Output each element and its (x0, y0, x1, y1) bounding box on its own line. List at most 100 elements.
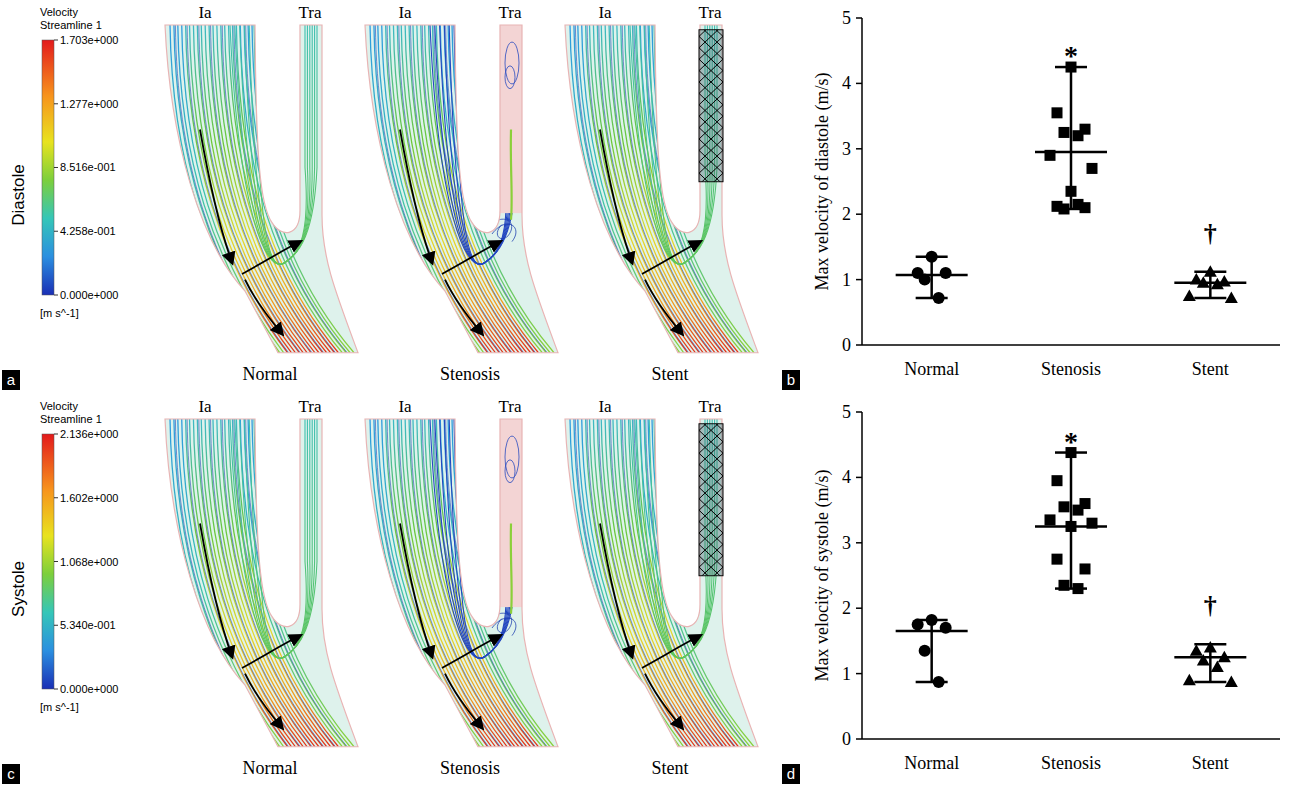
stent-strut (699, 139, 723, 162)
streamline (170, 419, 272, 747)
streamline (432, 419, 534, 747)
x-tick-label: Normal (904, 359, 959, 379)
y-tick-label: 4 (842, 73, 851, 93)
whisker-cap (1194, 681, 1226, 684)
mean-line (1174, 282, 1246, 285)
y-tick-label: 5 (842, 402, 851, 422)
panel-letter-box (782, 764, 800, 784)
vessel-lumen (365, 25, 558, 353)
stent-strut (699, 48, 723, 71)
panel-letter-box (782, 370, 800, 390)
flow-arrow (600, 524, 632, 657)
row-label: Systole (9, 561, 28, 617)
vortex (505, 66, 515, 89)
point (1059, 580, 1070, 591)
streamline (370, 25, 472, 353)
vortex (488, 613, 512, 632)
streamline (652, 25, 754, 353)
streamline (229, 419, 331, 747)
flow-arrow (645, 674, 682, 728)
plot-area (896, 447, 1247, 688)
colorbar-tick-label: 1.602e+000 (60, 492, 118, 504)
point (926, 614, 938, 626)
point (926, 251, 938, 263)
vessel-label: Tra (299, 3, 322, 22)
stent-strut (699, 150, 723, 173)
significance-mark: * (1064, 40, 1078, 71)
y-tick (856, 542, 862, 544)
point (1073, 583, 1084, 594)
flow-arrow (600, 130, 632, 263)
flow-arrow (200, 524, 232, 657)
streamline (248, 419, 350, 747)
stent-body (699, 424, 723, 576)
vessel-label: Ia (398, 3, 412, 22)
streamline (646, 25, 748, 353)
streamline (652, 419, 754, 747)
stent-strut (699, 30, 723, 37)
stent-strut (699, 533, 723, 556)
flow-arrow (242, 636, 300, 668)
vessel-lumen (365, 419, 558, 747)
vessel-label: Ia (198, 397, 212, 416)
flow-arrow (445, 280, 482, 334)
stent-mesh (699, 424, 723, 576)
streamline (432, 25, 534, 353)
whisker (930, 620, 933, 682)
mean-line (896, 630, 968, 633)
vessel-label: Tra (699, 397, 722, 416)
stent-strut (699, 453, 723, 476)
point (940, 622, 952, 634)
stent-strut (699, 442, 723, 465)
stent-strut (699, 424, 723, 442)
streamline (370, 419, 472, 747)
colorbar-subtitle: Streamline 1 (40, 19, 102, 31)
y-tick (856, 673, 862, 675)
streamline (570, 419, 672, 747)
colorbar-tick-label: 1.277e+000 (60, 98, 118, 110)
panel-letter: d (787, 765, 795, 782)
vessel (565, 2, 758, 353)
column-label: Stenosis (440, 758, 500, 778)
y-axis-title: Max velocity of systole (m/s) (812, 470, 833, 682)
colorbar-tick-label: 1.068e+000 (60, 556, 118, 568)
streamline (446, 25, 548, 353)
y-tick-label: 5 (842, 8, 851, 28)
point (1073, 199, 1084, 210)
streamline (244, 419, 346, 747)
stent-strut (699, 36, 723, 59)
streamline (622, 25, 724, 353)
stent-strut (699, 430, 723, 453)
vessel-wall (565, 25, 758, 353)
colorbar-tick (54, 434, 58, 435)
point (1045, 514, 1056, 525)
streamline (234, 25, 336, 353)
stent-strut (699, 139, 723, 162)
stent-strut (699, 173, 723, 182)
stent-strut (699, 128, 723, 151)
y-tick (856, 213, 862, 215)
vessel (365, 25, 558, 353)
streamline (448, 25, 550, 353)
mean-line (896, 274, 968, 277)
panel-letter-box (2, 370, 20, 390)
stent-strut (699, 556, 723, 576)
stent-frame (699, 424, 723, 576)
y-tick-label: 0 (842, 729, 851, 749)
streamline (422, 419, 524, 747)
point (1204, 265, 1217, 277)
significance-mark: † (1204, 219, 1217, 248)
x-tick-label: Stenosis (1041, 753, 1101, 773)
y-tick (856, 344, 862, 346)
streamline (570, 25, 672, 353)
x-axis (862, 738, 1280, 740)
vessel (565, 396, 758, 747)
colorbar-tick-label: 1.703e+000 (60, 34, 118, 46)
colorbar-tick (54, 689, 58, 690)
point (1211, 278, 1224, 290)
vessel (365, 419, 558, 747)
flow-arrow (642, 636, 700, 668)
flow-arrow (442, 636, 500, 668)
streamline (644, 419, 746, 747)
vessel-label: Ia (398, 397, 412, 416)
